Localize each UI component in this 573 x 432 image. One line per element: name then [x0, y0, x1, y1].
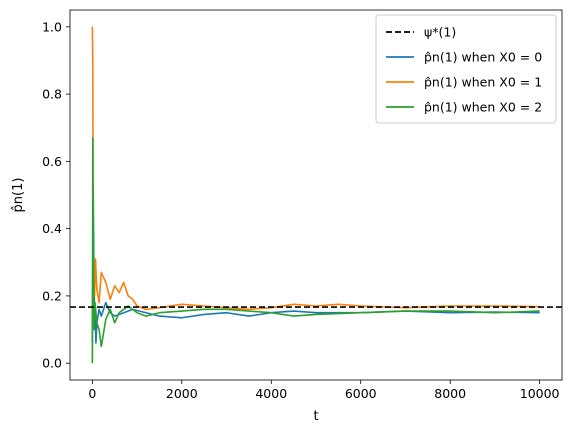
legend-box [375, 14, 557, 124]
y-tick-label: 0.4 [42, 221, 62, 236]
x-tick-label: 4000 [255, 386, 287, 401]
legend: ψ*(1) p̂n(1) when X0 = 0 p̂n(1) when X0 = … [375, 14, 557, 124]
series-line-1 [91, 26, 540, 311]
x-tick-label: 2000 [166, 386, 198, 401]
y-tick-label: 0.6 [42, 154, 62, 169]
axes-frame [69, 9, 563, 381]
legend-label: p̂n(1) when X0 = 0 [424, 50, 542, 65]
y-tick-label: 0.2 [42, 288, 62, 303]
legend-label: p̂n(1) when X0 = 2 [424, 100, 542, 115]
series-line-2 [91, 137, 540, 364]
y-tick-label: 1.0 [42, 19, 62, 34]
x-axis-label: t [313, 409, 318, 424]
x-tick-label: 6000 [345, 386, 377, 401]
x-tick-label: 0 [88, 386, 96, 401]
axis-ticks: 0 2000 4000 6000 8000 10000 0.0 0.2 0.4 0.6 0.8 1.0 [42, 19, 559, 401]
x-tick-label: 10000 [520, 386, 560, 401]
series-line-0 [91, 194, 540, 344]
y-axis-label: p̂n(1) [11, 178, 26, 213]
x-tick-label: 8000 [434, 386, 466, 401]
y-tick-label: 0.0 [42, 356, 62, 371]
legend-label: p̂n(1) when X0 = 1 [424, 75, 542, 90]
legend-label: ψ*(1) [424, 25, 456, 40]
plot-area [70, 26, 562, 364]
y-tick-label: 0.8 [42, 87, 62, 102]
